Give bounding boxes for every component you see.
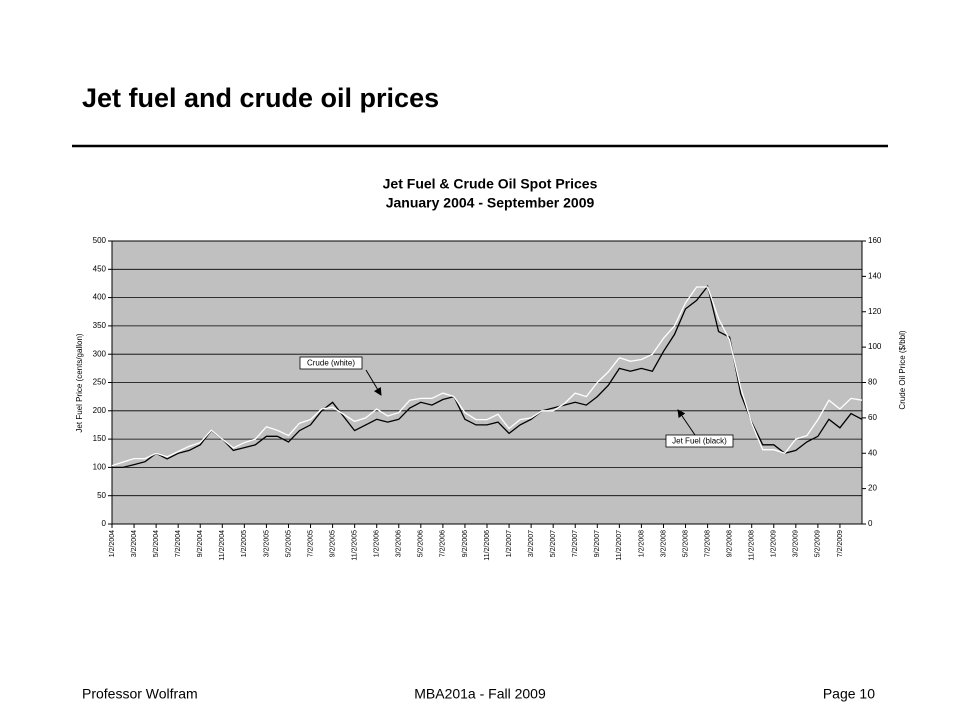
- y-tick-label: 200: [93, 406, 107, 415]
- x-tick-label: 1/2/2009: [771, 530, 778, 557]
- y2-tick-label: 40: [868, 448, 877, 457]
- annotation-box: [299, 356, 363, 370]
- annotation: Crude (white): [307, 359, 355, 368]
- x-tick-label: 1/2/2007: [506, 530, 513, 557]
- chart-subtitle: January 2004 - September 2009: [386, 195, 595, 211]
- footer-right: Page 10: [823, 686, 875, 702]
- x-tick-label: 7/2/2006: [440, 530, 447, 557]
- x-tick-label: 7/2/2009: [837, 530, 844, 557]
- series-line: [112, 284, 863, 469]
- y2-tick-label: 0: [868, 519, 873, 528]
- x-tick-label: 5/2/2004: [153, 530, 160, 557]
- x-tick-label: 5/2/2005: [285, 530, 292, 557]
- annotation-arrow: [677, 409, 696, 436]
- y-tick-label: 400: [93, 293, 107, 302]
- x-tick-label: 7/2/2004: [175, 530, 182, 557]
- y-tick-label: 100: [93, 463, 107, 472]
- y2-tick-label: 160: [868, 236, 882, 245]
- x-tick-label: 11/2/2006: [484, 530, 491, 561]
- y-tick-label: 150: [93, 434, 107, 443]
- x-tick-label: 3/2/2005: [263, 530, 270, 557]
- x-tick-label: 9/2/2005: [329, 530, 336, 557]
- y-tick-label: 300: [93, 349, 107, 358]
- series-line: [111, 286, 863, 467]
- y-tick-label: 50: [97, 491, 106, 500]
- x-tick-label: 7/2/2007: [572, 530, 579, 557]
- slide-title: Jet fuel and crude oil prices: [82, 83, 439, 113]
- x-tick-label: 11/2/2008: [749, 530, 756, 561]
- x-tick-label: 9/2/2008: [726, 530, 733, 557]
- x-tick-label: 7/2/2008: [704, 530, 711, 557]
- annotation-arrow: [365, 369, 382, 396]
- x-tick-label: 3/2/2006: [396, 530, 403, 557]
- y2-tick-label: 80: [868, 378, 877, 387]
- x-tick-label: 3/2/2007: [528, 530, 535, 557]
- x-tick-label: 1/2/2008: [638, 530, 645, 557]
- x-tick-label: 5/2/2006: [418, 530, 425, 557]
- y-tick-label: 250: [93, 378, 107, 387]
- y2-tick-label: 120: [868, 307, 882, 316]
- y-tick-label: 350: [93, 321, 107, 330]
- x-tick-label: 3/2/2008: [660, 530, 667, 557]
- footer-center: MBA201a - Fall 2009: [414, 686, 546, 702]
- x-tick-label: 1/2/2005: [241, 530, 248, 557]
- x-tick-label: 9/2/2007: [594, 530, 601, 557]
- x-tick-label: 1/2/2006: [374, 530, 381, 557]
- x-tick-label: 7/2/2005: [307, 530, 314, 557]
- x-tick-label: 5/2/2009: [815, 530, 822, 557]
- x-tick-label: 11/2/2007: [616, 530, 623, 561]
- x-tick-label: 5/2/2007: [550, 530, 557, 557]
- y2-axis-label: Crude Oil Price ($/bbl): [898, 330, 907, 409]
- x-tick-label: 11/2/2005: [351, 530, 358, 561]
- y2-tick-label: 100: [868, 342, 882, 351]
- y-axis-label: Jet Fuel Price (cents/gallon): [75, 333, 84, 432]
- y-tick-label: 500: [93, 236, 107, 245]
- x-tick-label: 3/2/2009: [793, 530, 800, 557]
- y-tick-label: 0: [102, 519, 107, 528]
- x-tick-label: 11/2/2004: [219, 530, 226, 561]
- y2-tick-label: 60: [868, 413, 877, 422]
- footer-left: Professor Wolfram: [82, 686, 198, 702]
- annotation-box: [665, 434, 734, 448]
- x-tick-label: 5/2/2008: [682, 530, 689, 557]
- y-tick-label: 450: [93, 264, 107, 273]
- y2-tick-label: 140: [868, 271, 882, 280]
- chart-title: Jet Fuel & Crude Oil Spot Prices: [383, 176, 598, 192]
- y2-tick-label: 20: [868, 484, 877, 493]
- x-tick-label: 3/2/2004: [131, 530, 138, 557]
- x-tick-label: 9/2/2004: [197, 530, 204, 557]
- x-tick-label: 9/2/2006: [462, 530, 469, 557]
- annotation: Jet Fuel (black): [672, 437, 727, 446]
- x-tick-label: 1/2/2004: [109, 530, 116, 557]
